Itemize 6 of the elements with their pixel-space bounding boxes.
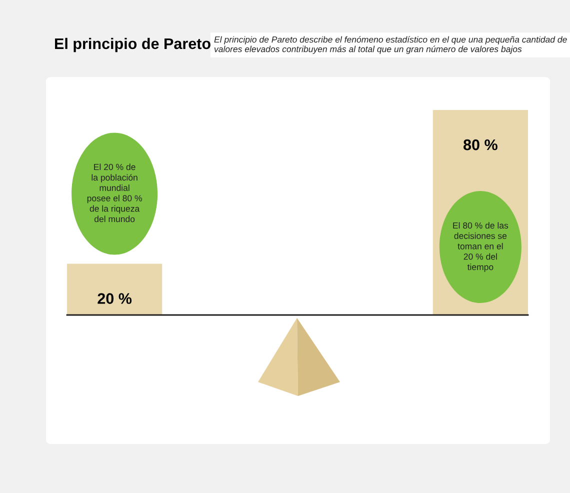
data-label: 80 %	[464, 139, 498, 150]
data-label: 20 %	[98, 293, 132, 304]
annotation: El 20 % de la población mundial posee el 80 % de la riqueza del mundo	[87, 164, 142, 222]
chart-subtitle: El principio de Pareto describe el fenómeno estadístico en el que una pequeña cantidad de valores elevados contribuyen más al total que un gran número de valores bajos	[214, 36, 567, 54]
annotation: El 80 % de las decisiones se toman en el 20 % del tiempo	[453, 222, 508, 272]
chart-title: El principio de Pareto	[55, 38, 210, 52]
